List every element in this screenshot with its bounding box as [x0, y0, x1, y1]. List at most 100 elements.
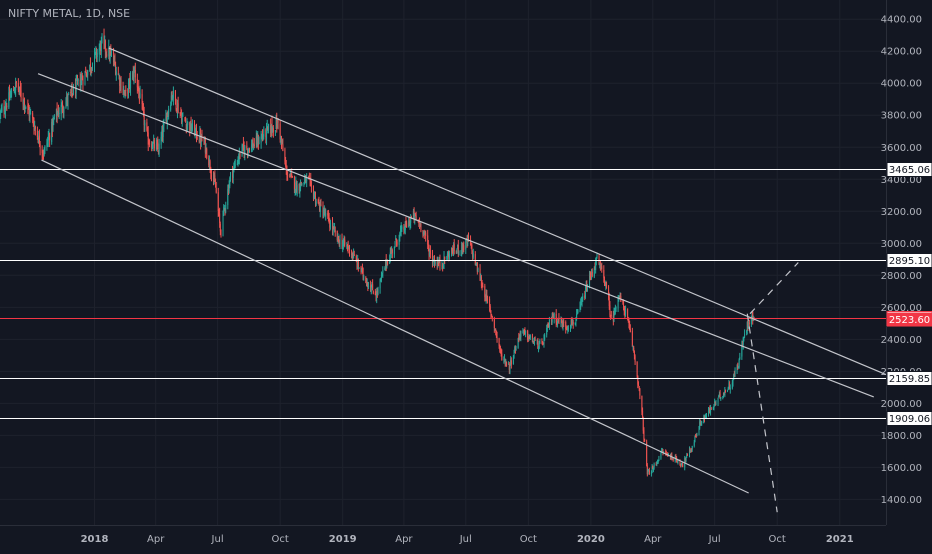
candle-body: [727, 390, 729, 392]
candle-body: [298, 183, 300, 191]
candle-body: [19, 86, 21, 92]
candle-body: [205, 147, 207, 152]
candle-body: [709, 408, 711, 412]
candle-body: [647, 470, 649, 474]
candle-body: [543, 338, 545, 344]
candle-body: [334, 228, 336, 230]
candle-body: [275, 119, 277, 130]
candle-body: [389, 259, 391, 264]
candle-body: [104, 40, 106, 43]
candle-body: [589, 276, 591, 278]
candle-body: [718, 394, 720, 396]
candle-body: [72, 86, 74, 96]
candle-body: [0, 111, 2, 113]
candle-body: [322, 205, 324, 217]
candle-body: [301, 183, 303, 186]
y-tick-label: 1800.00: [881, 431, 922, 442]
candle-body: [27, 105, 29, 107]
candle-body: [223, 207, 225, 213]
candle-body: [123, 92, 125, 94]
candle-body: [722, 396, 724, 398]
candle-body: [187, 121, 189, 126]
candle-body: [352, 254, 354, 259]
trend-line-upper-channel[interactable]: [108, 47, 887, 376]
candle-body: [325, 212, 327, 217]
candle-body: [584, 290, 586, 298]
candle-body: [646, 441, 648, 467]
candle-body: [36, 130, 38, 138]
candle-body: [629, 325, 631, 330]
candle-body: [636, 361, 638, 376]
candle-body: [198, 140, 200, 142]
candle-body: [574, 322, 576, 324]
candle-body: [679, 460, 681, 465]
candle-body: [94, 52, 96, 54]
candle-body: [720, 397, 722, 399]
trend-line-lower-channel[interactable]: [41, 159, 749, 494]
candle-body: [65, 101, 67, 108]
candle-body: [660, 451, 662, 459]
candle-body: [143, 111, 145, 126]
candle-body: [486, 294, 488, 298]
x-tick-label: Oct: [520, 534, 537, 545]
candle-body: [38, 135, 40, 145]
candle-body: [122, 88, 124, 93]
candle-body: [448, 253, 450, 259]
y-tick-label: 2800.00: [881, 271, 922, 282]
candle-body: [619, 295, 621, 297]
y-tick-label: 2600.00: [881, 303, 922, 314]
level-price-label: 2895.10: [889, 256, 930, 267]
candle-body: [438, 261, 440, 264]
candle-body: [104, 40, 106, 52]
candle-body: [579, 306, 581, 311]
candle-body: [533, 340, 535, 343]
candle-body: [84, 72, 86, 85]
candle-body: [318, 202, 320, 204]
candle-body: [327, 214, 329, 218]
candle-body: [414, 213, 416, 219]
candle-body: [71, 87, 73, 93]
candle-body: [524, 331, 526, 333]
candle-body: [100, 43, 102, 52]
price-axis[interactable]: 1400.001600.001800.002000.002200.002400.…: [881, 15, 922, 506]
trend-line-projection-up[interactable]: [749, 262, 799, 315]
candle-body: [58, 113, 60, 115]
trend-line-middle-channel[interactable]: [37, 73, 874, 398]
candle-body: [653, 464, 655, 468]
candle-body: [53, 118, 55, 120]
candle-body: [18, 88, 20, 91]
candle-body: [408, 221, 410, 226]
candle-body: [353, 254, 355, 256]
candle-body: [163, 122, 165, 126]
candle-body: [561, 319, 563, 323]
candle-body: [181, 117, 183, 122]
candle-body: [562, 321, 564, 327]
candle-body: [323, 213, 325, 218]
candle-body: [87, 70, 89, 76]
candle-body: [484, 296, 486, 300]
candle-body: [323, 210, 325, 214]
candle-body: [214, 175, 216, 182]
candle-body: [81, 78, 83, 80]
candle-body: [610, 315, 612, 317]
candle-body: [494, 328, 496, 330]
candle-body: [714, 401, 716, 404]
candle-body: [267, 126, 269, 129]
candle-body: [329, 222, 331, 228]
candle-body: [608, 286, 610, 299]
candle-body: [285, 163, 287, 166]
candle-body: [699, 421, 701, 429]
candle-body: [9, 90, 11, 99]
candle-body: [313, 195, 315, 199]
candle-body: [339, 239, 341, 245]
candle-body: [434, 260, 436, 265]
candle-body: [508, 363, 510, 365]
candle-body: [460, 250, 462, 252]
candle-body: [215, 182, 217, 188]
candle-body: [448, 254, 450, 259]
time-axis[interactable]: 2018 Apr Jul Oct 2019 Apr Jul Oct 2020 Apr Jul Oct 2…: [81, 534, 854, 545]
candle-body: [98, 48, 100, 55]
candle-body: [572, 322, 574, 325]
